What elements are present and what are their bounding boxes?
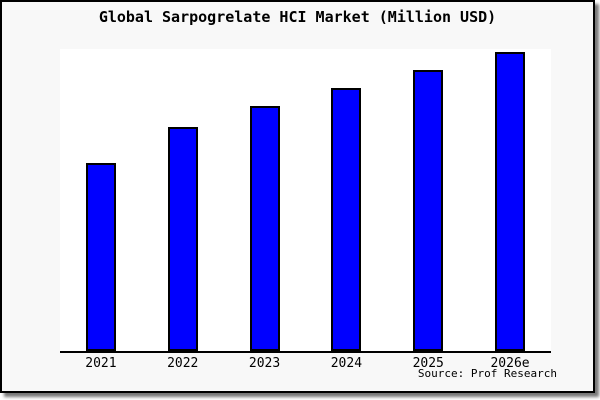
xtick-label-2024: 2024 (330, 356, 363, 371)
xtick-label-2021: 2021 (85, 356, 117, 371)
bar-slot-2026e (469, 49, 551, 351)
bars-row (60, 49, 551, 351)
bar-slot-2021 (60, 49, 142, 351)
chart-title: Global Sarpogrelate HCI Market (Million … (98, 8, 497, 26)
xtick-label-2026e: 2026e (490, 356, 530, 371)
bar-slot-2024 (305, 49, 387, 351)
bar-2021 (85, 163, 116, 351)
bar-slot-2023 (224, 49, 306, 351)
xtick-label-2023: 2023 (248, 356, 281, 371)
source-note: Source: Prof Research (417, 367, 557, 380)
xtick-label-2025: 2025 (412, 356, 444, 371)
plot-area (60, 49, 551, 353)
bar-2023 (249, 106, 280, 351)
bar-slot-2022 (142, 49, 224, 351)
x-axis-tick-labels: 2021 2022 2023 2024 2025 2026e (60, 356, 551, 371)
chart-frame: Global Sarpogrelate HCI Market (Million … (0, 0, 595, 393)
bar-2026e (495, 52, 526, 351)
bar-2025 (413, 70, 444, 351)
bar-2022 (167, 127, 198, 351)
bar-2024 (331, 88, 362, 351)
xtick-label-2022: 2022 (167, 356, 199, 371)
bar-slot-2025 (387, 49, 469, 351)
